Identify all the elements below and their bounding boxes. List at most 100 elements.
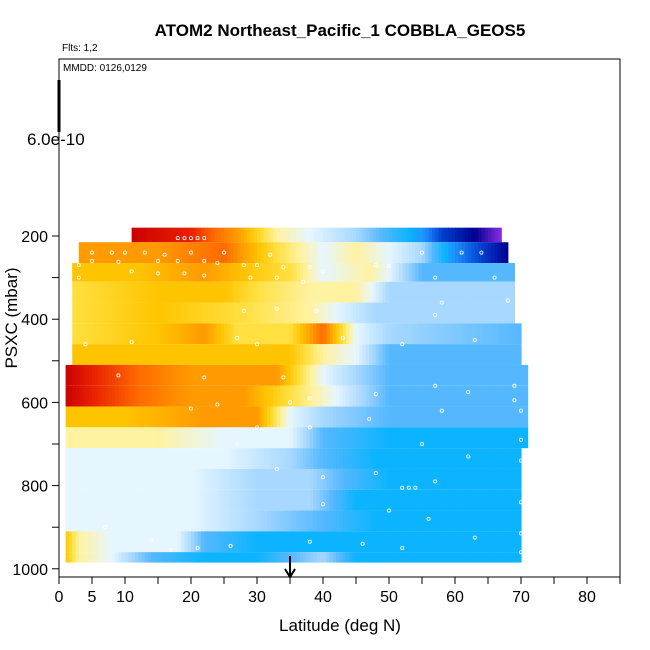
y-tick-label: 1000 <box>12 562 48 579</box>
heatmap-cell <box>68 510 73 532</box>
heatmap-cell <box>478 344 482 365</box>
heatmap-cell <box>233 281 238 303</box>
heatmap-cell <box>171 448 176 469</box>
heatmap-cell <box>158 281 162 303</box>
heatmap-cell <box>296 448 301 469</box>
heatmap-cell <box>250 323 255 345</box>
heatmap-cell <box>167 344 172 365</box>
heatmap-cell <box>319 468 324 490</box>
heatmap-cell <box>266 323 271 345</box>
heatmap-cell <box>389 385 393 407</box>
heatmap-row <box>65 510 522 532</box>
heatmap-cell <box>286 242 291 264</box>
heatmap-cell <box>257 323 261 345</box>
heatmap-cell <box>167 364 172 386</box>
heatmap-cell <box>65 385 70 407</box>
heatmap-cell <box>468 552 473 563</box>
heatmap-cell <box>293 263 298 282</box>
heatmap-cell <box>286 227 291 243</box>
heatmap-cell <box>438 242 443 264</box>
heatmap-cell <box>379 406 383 428</box>
heatmap-cell <box>336 364 341 386</box>
heatmap-cell <box>332 364 337 386</box>
heatmap-cell <box>65 489 70 511</box>
heatmap-cell <box>158 385 162 407</box>
heatmap-cell <box>148 302 152 324</box>
heatmap-cell <box>342 427 347 449</box>
heatmap-cell <box>121 385 126 407</box>
heatmap-cell <box>220 323 225 345</box>
heatmap-cell <box>207 242 212 264</box>
heatmap-cell <box>72 263 77 282</box>
sample-point <box>281 375 286 380</box>
heatmap-cell <box>323 242 327 264</box>
heatmap-cell <box>471 448 476 469</box>
heatmap-cell <box>184 427 189 449</box>
heatmap-cell <box>326 448 331 469</box>
heatmap-cell <box>451 344 456 365</box>
heatmap-cell <box>204 323 209 345</box>
heatmap-cell <box>474 531 479 553</box>
heatmap-cell <box>458 468 463 490</box>
heatmap-cell <box>151 489 156 511</box>
heatmap-cell <box>227 489 232 511</box>
sample-point <box>103 525 108 530</box>
heatmap-cell <box>230 510 235 532</box>
heatmap-cell <box>78 263 83 282</box>
heatmap-cell <box>398 385 403 407</box>
heatmap-cell <box>194 448 199 469</box>
heatmap-cell <box>299 489 304 511</box>
heatmap-cell <box>273 406 278 428</box>
heatmap-cell <box>253 227 258 243</box>
heatmap-cell <box>88 281 93 303</box>
heatmap-cell <box>151 552 156 563</box>
heatmap-cell <box>392 427 397 449</box>
heatmap-row <box>65 468 522 490</box>
heatmap-cell <box>362 552 367 563</box>
heatmap-cell <box>164 448 169 469</box>
heatmap-cell <box>88 302 93 324</box>
heatmap-cell <box>494 263 499 282</box>
heatmap-cell <box>144 227 149 243</box>
heatmap-cell <box>293 552 298 563</box>
heatmap-cell <box>138 489 143 511</box>
heatmap-cell <box>385 227 390 243</box>
heatmap-cell <box>431 448 436 469</box>
x-tick-label: 80 <box>578 589 596 606</box>
heatmap-cell <box>128 385 133 407</box>
heatmap-cell <box>125 427 129 449</box>
heatmap-cell <box>425 385 430 407</box>
heatmap-cell <box>402 323 407 345</box>
heatmap-cell <box>197 242 202 264</box>
sample-point <box>519 458 524 463</box>
heatmap-cell <box>280 323 284 345</box>
heatmap-cell <box>329 302 334 324</box>
heatmap-cell <box>115 531 119 553</box>
heatmap-cell <box>514 344 519 365</box>
heatmap-cell <box>356 448 360 469</box>
x-tick-label: 70 <box>512 589 530 606</box>
sample-point <box>512 398 517 403</box>
heatmap-cell <box>283 489 288 511</box>
heatmap-cell <box>461 227 466 243</box>
heatmap-cell <box>72 552 77 563</box>
heatmap-cell <box>296 406 301 428</box>
heatmap-cell <box>217 406 222 428</box>
heatmap-cell <box>359 242 364 264</box>
heatmap-cell <box>425 344 430 365</box>
heatmap-cell <box>514 406 519 428</box>
heatmap-cell <box>187 385 192 407</box>
heatmap-cell <box>247 227 251 243</box>
heatmap-cell <box>316 448 321 469</box>
sample-point <box>301 279 306 284</box>
heatmap-cell <box>161 489 166 511</box>
heatmap-cell <box>121 510 126 532</box>
heatmap-cell <box>481 364 486 386</box>
heatmap-cell <box>319 323 324 345</box>
heatmap-cell <box>418 385 423 407</box>
sample-point <box>400 342 405 347</box>
heatmap-cell <box>224 302 228 324</box>
heatmap-cell <box>286 531 291 553</box>
heatmap-cell <box>349 281 354 303</box>
heatmap-cell <box>412 427 416 449</box>
